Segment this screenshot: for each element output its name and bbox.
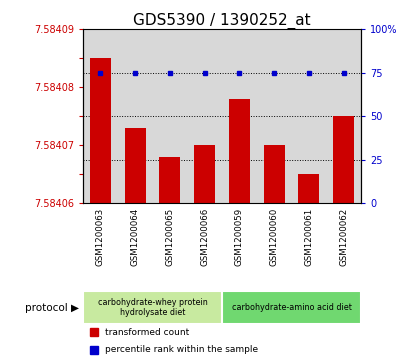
Bar [222,29,257,203]
Bar [153,29,187,203]
Bar [194,145,215,203]
Bar [298,174,320,203]
Title: GDS5390 / 1390252_at: GDS5390 / 1390252_at [133,13,311,29]
Text: GSM1200066: GSM1200066 [200,208,209,266]
Text: GSM1200065: GSM1200065 [166,208,174,266]
Text: GSM1200063: GSM1200063 [96,208,105,266]
Text: GSM1200060: GSM1200060 [270,208,278,266]
Text: GSM1200064: GSM1200064 [131,208,139,266]
Text: GSM1200059: GSM1200059 [235,208,244,266]
Bar [326,29,361,203]
Text: protocol ▶: protocol ▶ [25,302,79,313]
Bar [264,145,285,203]
Bar [83,291,222,324]
Text: GSM1200062: GSM1200062 [339,208,348,266]
Text: carbohydrate-amino acid diet: carbohydrate-amino acid diet [232,303,352,312]
Bar [124,128,146,203]
Text: transformed count: transformed count [105,328,190,337]
Text: percentile rank within the sample: percentile rank within the sample [105,345,259,354]
Bar [229,99,250,203]
Bar [333,116,354,203]
Text: carbohydrate-whey protein
hydrolysate diet: carbohydrate-whey protein hydrolysate di… [98,298,208,317]
Bar [159,157,180,203]
Bar [257,29,291,203]
Bar [83,29,118,203]
Bar [90,58,111,203]
Bar [222,291,361,324]
Text: GSM1200061: GSM1200061 [305,208,313,266]
Bar [291,29,326,203]
Bar [187,29,222,203]
Bar [118,29,153,203]
